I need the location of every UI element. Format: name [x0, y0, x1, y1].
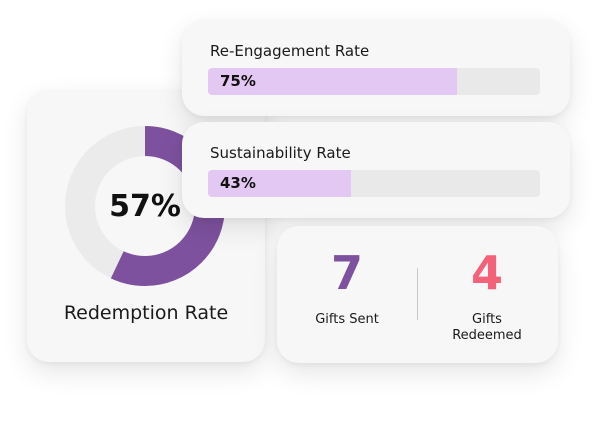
sustainability-progress-track: 43% [208, 170, 540, 197]
redemption-rate-value: 57% [109, 188, 181, 224]
sustainability-rate-title: Sustainability Rate [210, 144, 351, 162]
gifts-redeemed-count: 4 [470, 246, 503, 300]
sustainability-rate-value: 43% [220, 174, 256, 192]
gifts-redeemed-label-text: Gifts Redeemed [452, 312, 522, 343]
reengagement-rate-card: Re-Engagement Rate 75% [182, 20, 570, 116]
gifts-sent-count: 7 [330, 246, 363, 300]
gifts-divider [417, 268, 418, 320]
sustainability-rate-card: Sustainability Rate 43% [182, 122, 570, 218]
gifts-stats-card: 7 Gifts Sent 4 Gifts Redeemed [277, 226, 558, 363]
gifts-sent-label-text: Gifts Sent [315, 312, 379, 327]
reengagement-progress-track: 75% [208, 68, 540, 95]
reengagement-progress-fill [208, 68, 457, 95]
sustainability-progress-fill [208, 170, 351, 197]
gifts-sent-label: Gifts Sent [277, 312, 417, 328]
reengagement-rate-value: 75% [220, 72, 256, 90]
gifts-redeemed-label: Gifts Redeemed [417, 312, 557, 344]
redemption-rate-label: Redemption Rate [63, 302, 229, 324]
reengagement-rate-title: Re-Engagement Rate [210, 42, 370, 60]
